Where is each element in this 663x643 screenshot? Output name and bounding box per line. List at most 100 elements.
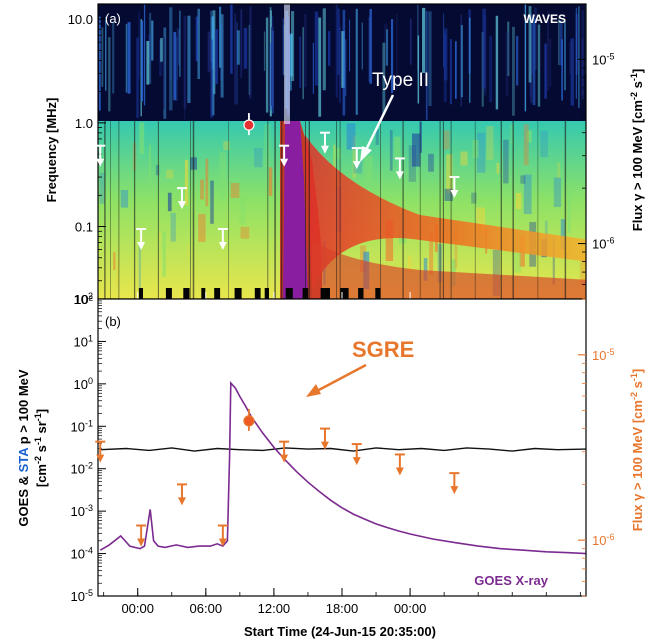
- spectrogram-streak: [271, 27, 274, 106]
- spectrogram-patch: [187, 244, 190, 258]
- spectrogram-patch: [581, 254, 586, 286]
- spectrogram-patch: [268, 167, 273, 196]
- spectrogram-streak: [512, 26, 515, 116]
- spectrogram-gap-block: [302, 288, 309, 299]
- spectrogram-patch: [428, 153, 434, 172]
- spectrogram-streak: [269, 43, 272, 110]
- spectrogram-patch: [552, 237, 555, 285]
- type-ii-label: Type II: [372, 70, 429, 91]
- panel-b-label: (b): [105, 314, 121, 329]
- spectrogram-streak: [561, 39, 563, 101]
- spectrogram-patch: [503, 139, 509, 184]
- spectrogram-patch: [553, 177, 562, 207]
- spectrogram-streak: [361, 22, 363, 70]
- spectrogram-streak: [169, 7, 173, 111]
- spectrogram-streak: [176, 36, 178, 101]
- spectrogram-patch: [149, 144, 152, 184]
- spectrogram-streak: [428, 11, 432, 106]
- spectrogram-streak: [516, 35, 519, 86]
- x-tick-label: 12:00: [258, 601, 291, 616]
- spectrogram-streak: [537, 24, 541, 107]
- spectrogram-patch: [184, 159, 189, 206]
- spectrogram-streak: [272, 30, 274, 114]
- spectrogram-streak: [148, 34, 151, 65]
- spectrogram-patch: [509, 123, 514, 146]
- spectrogram-streak: [531, 13, 534, 75]
- spectrogram-streak: [112, 21, 115, 94]
- spectrogram-patch: [230, 182, 240, 198]
- spectrogram-patch: [254, 148, 263, 168]
- spectrogram-streak: [236, 22, 238, 105]
- spectrogram-patch: [239, 197, 246, 225]
- panel-b-gamma-markers: [95, 408, 460, 547]
- spectrogram-streak: [230, 4, 233, 74]
- spectrogram-patch: [579, 249, 586, 285]
- spectrogram-patch: [162, 231, 166, 277]
- spectrogram-patch: [393, 136, 401, 159]
- spectrogram-patch: [166, 169, 174, 179]
- spectrogram-patch: [210, 180, 214, 224]
- spectrogram-patch: [477, 132, 486, 173]
- goes-xray-label: GOES X-ray: [474, 573, 548, 588]
- panel-b-right-y-label: Flux γ > 100 MeV [cm-2 s-1]: [629, 369, 645, 531]
- spectrogram-streak: [345, 39, 347, 96]
- left-y-tick-label: 102: [74, 291, 93, 307]
- spectrogram-streak: [469, 17, 471, 103]
- spectrogram-gap-block: [165, 288, 172, 299]
- spectrogram-patch: [352, 135, 357, 179]
- gamma-upper-limit: [351, 443, 362, 466]
- x-tick-label: 00:00: [121, 601, 154, 616]
- spectrogram-streak: [409, 18, 412, 65]
- spectrogram-patch: [158, 231, 161, 241]
- spectrogram-streak: [335, 4, 338, 98]
- spectrogram-patch: [460, 151, 468, 166]
- spectrogram-streak: [234, 13, 237, 105]
- spectrogram-patch: [540, 130, 548, 158]
- spectrogram-patch: [526, 130, 532, 143]
- spectrogram-streak: [136, 37, 139, 119]
- right-y-tick-label: 10-5: [592, 51, 614, 67]
- gamma-upper-limit: [319, 427, 330, 450]
- gamma-upper-limit: [176, 483, 187, 506]
- gamma-upper-limit: [449, 472, 460, 495]
- spectrogram-gap-block: [254, 288, 261, 299]
- panel-b: 102 101 100 10-1 10-2 10-3 10-4 10-5 10-5 10-6 00:…: [16, 291, 645, 639]
- spectrogram-patch: [223, 141, 230, 151]
- panel-b-left-y-label-line2: [cm-2 s-1 sr-1]: [33, 409, 49, 487]
- spectrogram-streak: [183, 15, 187, 109]
- left-y-tick-label: 10-1: [71, 418, 93, 434]
- spectrogram-patch: [200, 179, 204, 200]
- spectrogram-streak: [108, 37, 111, 112]
- spectrogram-streak: [355, 8, 358, 115]
- spectrogram-streak: [211, 16, 215, 116]
- gamma-upper-limit: [136, 524, 147, 547]
- spectrogram-streak: [240, 9, 242, 79]
- spectrogram-streak: [544, 43, 547, 99]
- gamma-upper-limit: [449, 175, 460, 198]
- spectrogram-streak: [312, 42, 314, 94]
- spectrogram-streak: [173, 31, 177, 101]
- gamma-upper-limit: [394, 157, 405, 180]
- spectrogram-streak: [187, 15, 191, 104]
- y-tick-label: 10.0: [68, 12, 93, 27]
- panel-b-axes: 102 101 100 10-1 10-2 10-3 10-4 10-5 10-5 10-6 00:…: [71, 291, 615, 616]
- spectrogram-patch: [139, 122, 145, 154]
- right-y-tick-label: 10-5: [592, 347, 614, 363]
- spectrogram-streak: [289, 35, 292, 91]
- spectrogram-streak: [581, 38, 584, 96]
- spectrogram-low-band-structure: [99, 121, 586, 297]
- gamma-upper-limit: [217, 227, 228, 250]
- spectrogram-streak: [265, 17, 269, 113]
- spectrogram-gap-block: [214, 288, 221, 299]
- spectrogram-streak: [125, 23, 128, 93]
- gamma-detection: [243, 408, 255, 431]
- spectrogram-streak: [489, 35, 493, 103]
- spectrogram-gap-block: [183, 288, 190, 299]
- spectrogram-streak: [564, 21, 566, 91]
- gamma-upper-limit: [95, 440, 106, 463]
- spectrogram-streak: [547, 11, 549, 92]
- spectrogram-patch: [360, 245, 366, 273]
- proton-flux-line: [100, 447, 586, 452]
- spectrogram-streak: [263, 31, 266, 71]
- spectrogram-streak: [282, 18, 284, 76]
